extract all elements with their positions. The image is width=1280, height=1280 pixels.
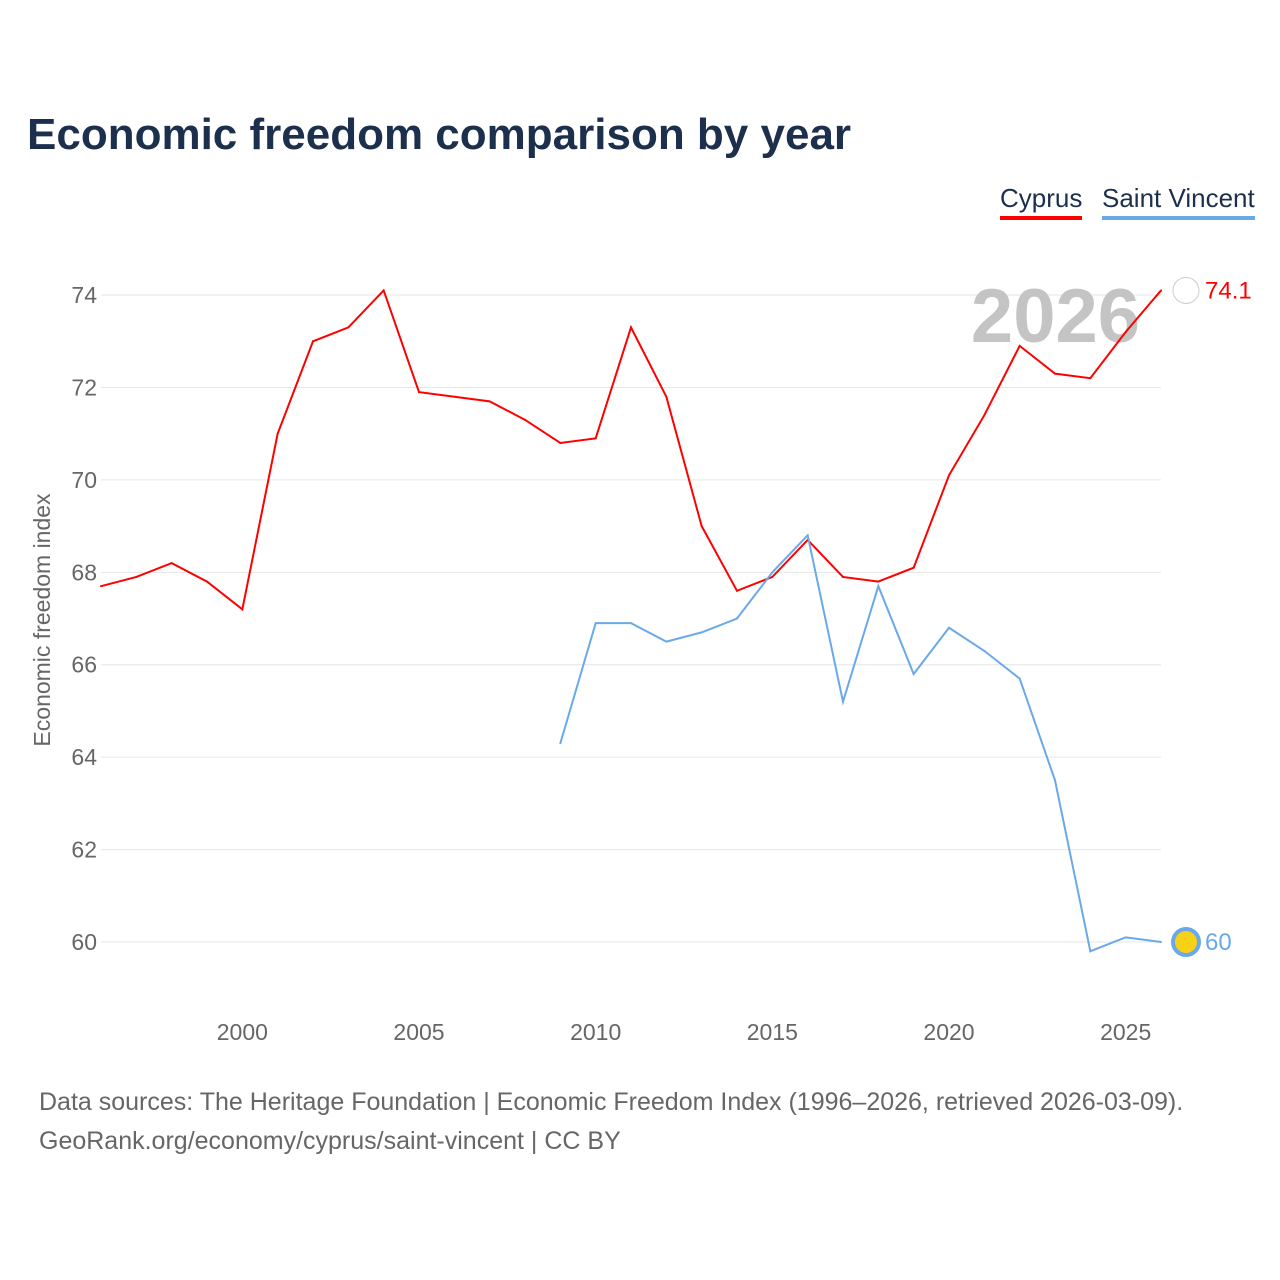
data-point [1160, 941, 1162, 943]
x-tick-label: 2020 [923, 1019, 974, 1045]
year-watermark: 2026 [971, 274, 1140, 359]
data-point [630, 622, 632, 625]
end-value-label: 60 [1205, 929, 1232, 956]
data-point [170, 562, 173, 565]
data-point [700, 525, 703, 528]
data-point [100, 585, 102, 588]
y-tick-label: 60 [71, 929, 97, 955]
data-point [948, 474, 950, 477]
data-point [594, 622, 597, 625]
data-point [806, 534, 809, 537]
data-point [276, 432, 279, 435]
data-point [488, 400, 491, 403]
data-point [594, 437, 597, 440]
legend-saint-vincent[interactable]: Saint Vincent [1102, 183, 1255, 220]
data-point [559, 742, 562, 745]
data-point [665, 395, 668, 398]
data-point [1018, 344, 1021, 347]
y-tick-label: 68 [71, 559, 97, 585]
data-point [736, 589, 738, 592]
y-tick-label: 74 [71, 282, 97, 308]
data-point [842, 575, 844, 578]
source-url[interactable]: GeoRank.org/economy/cyprus/saint-vincent… [39, 1127, 621, 1155]
data-point [418, 391, 420, 394]
flag-icon [1172, 276, 1200, 304]
data-point [382, 289, 385, 292]
data-point [948, 626, 950, 629]
data-point [983, 414, 986, 417]
data-point [842, 700, 844, 703]
data-point [1089, 377, 1092, 380]
data-point [912, 672, 915, 675]
data-point [206, 580, 208, 583]
data-point [877, 585, 880, 588]
data-point [736, 617, 738, 620]
data-point [771, 571, 774, 574]
end-value-label: 74.1 [1205, 277, 1252, 304]
flag-icon [1171, 927, 1201, 957]
data-point [312, 340, 314, 343]
y-tick-label: 70 [71, 467, 97, 493]
data-point [877, 580, 880, 583]
chart-title: Economic freedom comparison by year [27, 110, 852, 159]
y-tick-label: 66 [71, 652, 97, 678]
data-point [665, 640, 668, 643]
data-point [1054, 372, 1056, 375]
legend-cyprus[interactable]: Cyprus [1000, 183, 1083, 220]
x-tick-label: 2015 [747, 1019, 798, 1045]
y-tick-label: 72 [71, 374, 97, 400]
data-point [135, 575, 138, 578]
data-point [1124, 936, 1127, 939]
data-point [453, 395, 456, 398]
y-tick-label: 64 [71, 744, 97, 770]
x-tick-label: 2005 [393, 1019, 444, 1045]
data-point [347, 326, 350, 329]
x-tick-label: 2025 [1100, 1019, 1151, 1045]
y-axis-label: Economic freedom index [29, 493, 55, 747]
data-point [700, 631, 703, 634]
data-point [1124, 331, 1127, 334]
data-point [1018, 677, 1021, 680]
data-point [1054, 779, 1056, 782]
data-point [912, 566, 915, 569]
x-tick-label: 2000 [217, 1019, 268, 1045]
data-point [630, 326, 632, 329]
y-tick-label: 62 [71, 837, 97, 863]
series-line-saint-vincent [559, 533, 1162, 953]
data-point [559, 441, 562, 444]
source-note: Data sources: The Heritage Foundation | … [39, 1088, 1184, 1116]
data-point [1089, 950, 1092, 953]
data-point [241, 608, 244, 611]
x-tick-label: 2010 [570, 1019, 621, 1045]
data-point [983, 649, 986, 652]
data-point [1160, 289, 1162, 292]
data-point [771, 575, 774, 578]
data-point [524, 418, 526, 421]
